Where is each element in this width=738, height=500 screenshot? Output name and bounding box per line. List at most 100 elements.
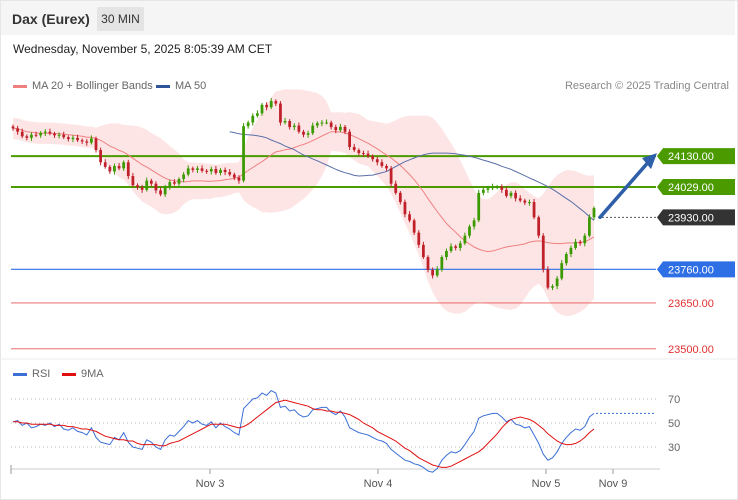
candle bbox=[11, 124, 15, 131]
candle bbox=[205, 169, 209, 174]
candle bbox=[486, 185, 490, 193]
candle bbox=[468, 224, 471, 239]
candle bbox=[588, 214, 591, 238]
candle bbox=[182, 172, 185, 183]
candle bbox=[260, 102, 264, 116]
candle bbox=[445, 248, 448, 261]
candle bbox=[454, 244, 458, 251]
current-price-tag bbox=[657, 209, 735, 226]
candle bbox=[541, 233, 545, 273]
candle bbox=[279, 101, 282, 126]
legend-rsi-ma-swatch bbox=[62, 372, 76, 376]
candle bbox=[288, 119, 292, 130]
pivot-tag-label: 23760.00 bbox=[668, 264, 714, 276]
candle bbox=[48, 128, 52, 136]
header-bar: Dax (Eurex) 30 MIN bbox=[1, 1, 735, 35]
candle bbox=[246, 120, 250, 129]
candle bbox=[108, 165, 112, 174]
candle bbox=[20, 128, 24, 139]
target-arrow-head bbox=[642, 153, 657, 170]
legend-ma50: MA 50 bbox=[156, 80, 206, 92]
bollinger-band bbox=[13, 89, 594, 316]
x-tick-label-0: Nov 3 bbox=[196, 478, 225, 490]
candle bbox=[43, 129, 47, 136]
candle bbox=[140, 184, 144, 193]
legend-rsi-ma-label: 9MA bbox=[81, 368, 104, 380]
candle bbox=[440, 255, 444, 272]
legend-rsi-ma: 9MA bbox=[62, 368, 104, 380]
candle bbox=[149, 178, 153, 187]
candle bbox=[366, 150, 370, 158]
support-label-4: 23650.00 bbox=[668, 298, 714, 310]
candle bbox=[80, 138, 84, 144]
target-arrow bbox=[598, 158, 652, 220]
candle bbox=[209, 166, 213, 175]
candle bbox=[518, 195, 522, 203]
candle bbox=[269, 98, 273, 110]
candle bbox=[362, 150, 365, 157]
candle bbox=[154, 181, 158, 194]
candle bbox=[495, 184, 499, 190]
candle bbox=[449, 243, 453, 253]
rsi-tick-50: 50 bbox=[668, 418, 680, 430]
legend-rsi: RSI bbox=[13, 368, 50, 380]
candle bbox=[159, 187, 162, 197]
ma20-line bbox=[12, 127, 595, 253]
candle bbox=[136, 183, 139, 190]
candle bbox=[71, 135, 75, 143]
legend-rsi-label: RSI bbox=[32, 368, 51, 380]
candle bbox=[385, 164, 388, 171]
candle bbox=[122, 160, 126, 171]
candle bbox=[34, 131, 38, 138]
candle bbox=[329, 120, 333, 130]
candle bbox=[500, 184, 504, 193]
resistance-tag-1 bbox=[657, 179, 735, 196]
candle bbox=[357, 148, 361, 156]
candle bbox=[408, 211, 411, 223]
candle bbox=[514, 190, 517, 202]
candle bbox=[237, 175, 241, 184]
candle bbox=[426, 255, 430, 273]
candle bbox=[375, 156, 379, 166]
candle bbox=[555, 276, 559, 290]
legend-bollinger-swatch bbox=[13, 84, 27, 88]
current-price-tag-label: 23930.00 bbox=[668, 212, 714, 224]
candle bbox=[315, 121, 319, 129]
candle bbox=[435, 266, 439, 278]
candle bbox=[94, 136, 98, 153]
candle bbox=[126, 159, 130, 180]
credit-text: Research © 2025 Trading Central bbox=[564, 80, 729, 92]
candle bbox=[39, 131, 43, 138]
candle bbox=[30, 132, 33, 141]
candle bbox=[463, 232, 467, 246]
candle bbox=[523, 198, 527, 206]
candle bbox=[66, 135, 70, 142]
candle bbox=[168, 179, 172, 190]
candle bbox=[472, 217, 476, 230]
candle bbox=[551, 284, 554, 291]
timeframe-badge[interactable]: 30 MIN bbox=[97, 7, 144, 31]
instrument-title: Dax (Eurex) bbox=[12, 11, 90, 27]
candle bbox=[117, 162, 121, 171]
candle bbox=[422, 241, 425, 259]
candle bbox=[343, 124, 347, 135]
ma50-line bbox=[229, 131, 595, 221]
candle bbox=[528, 199, 531, 206]
candle bbox=[232, 172, 236, 181]
x-tick-label-3: Nov 9 bbox=[599, 478, 628, 490]
candle bbox=[458, 240, 462, 251]
candle bbox=[320, 120, 324, 127]
candle bbox=[99, 147, 102, 166]
candle bbox=[505, 186, 508, 198]
candle bbox=[394, 180, 398, 195]
candle bbox=[16, 125, 19, 135]
rsi-tick-70: 70 bbox=[668, 394, 680, 406]
candle bbox=[302, 129, 305, 138]
legend-rsi-swatch bbox=[13, 372, 27, 376]
candle bbox=[62, 131, 66, 140]
candle bbox=[256, 110, 259, 118]
candle bbox=[57, 132, 61, 139]
candle bbox=[578, 239, 582, 246]
candle bbox=[311, 122, 315, 136]
